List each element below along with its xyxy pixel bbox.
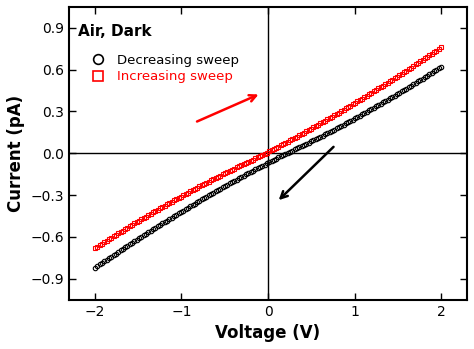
Legend: Decreasing sweep, Increasing sweep: Decreasing sweep, Increasing sweep <box>80 49 244 89</box>
Text: Air, Dark: Air, Dark <box>78 24 151 39</box>
Y-axis label: Current (pA): Current (pA) <box>7 95 25 212</box>
X-axis label: Voltage (V): Voltage (V) <box>216 324 320 342</box>
